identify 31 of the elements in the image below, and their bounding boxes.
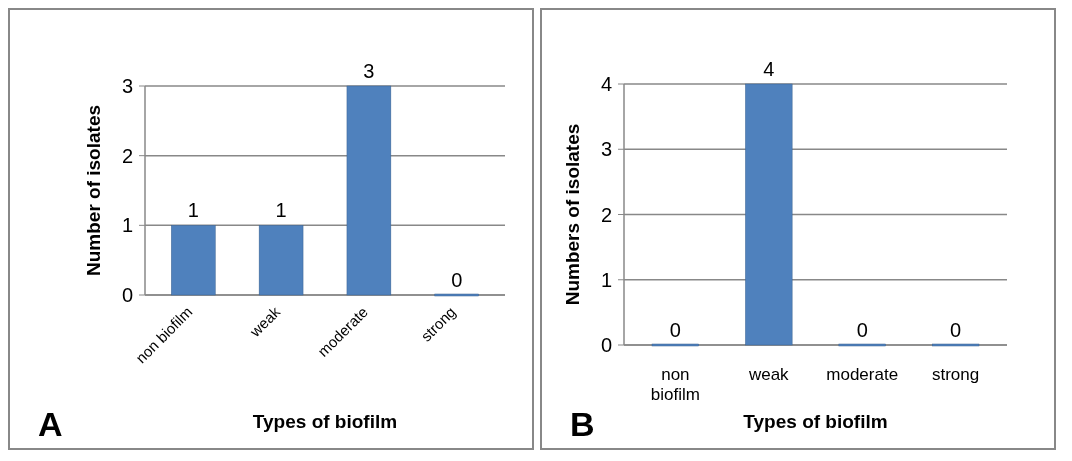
data-label: 4	[763, 58, 775, 80]
data-label: 1	[275, 199, 287, 222]
y-tick-label: 1	[121, 214, 133, 237]
bar	[171, 225, 216, 296]
text: B	[570, 405, 595, 443]
y-tick-label: 2	[121, 144, 133, 167]
data-label: 0	[950, 319, 962, 341]
text: A	[38, 405, 63, 443]
x-tick-label: moderate	[826, 365, 899, 384]
y-tick-label: 3	[121, 75, 133, 97]
y-tick-label: 4	[600, 73, 612, 95]
x-axis-title: Types of biofilm	[743, 411, 888, 432]
data-label: 1	[187, 199, 199, 222]
data-label: 0	[856, 319, 868, 341]
x-axis-title: Types of biofilm	[252, 411, 398, 432]
y-tick-label: 1	[600, 268, 612, 291]
bar	[434, 293, 479, 297]
data-label: 3	[363, 60, 375, 82]
bar	[258, 225, 304, 296]
x-tick-label: strong	[932, 365, 980, 384]
y-axis-title: Number of isolates	[83, 104, 104, 277]
x-tick-label: weak	[747, 365, 790, 384]
bar	[346, 85, 392, 296]
data-label: 0	[669, 319, 681, 341]
y-tick-label: 3	[600, 138, 612, 161]
y-tick-label: 0	[600, 334, 612, 356]
x-tick-label: non biofilm	[650, 365, 700, 404]
y-tick-label: 2	[600, 203, 612, 226]
data-label: 0	[451, 269, 463, 291]
y-tick-label: 0	[121, 284, 133, 306]
y-axis-title: Numbers of isolates	[562, 123, 583, 306]
